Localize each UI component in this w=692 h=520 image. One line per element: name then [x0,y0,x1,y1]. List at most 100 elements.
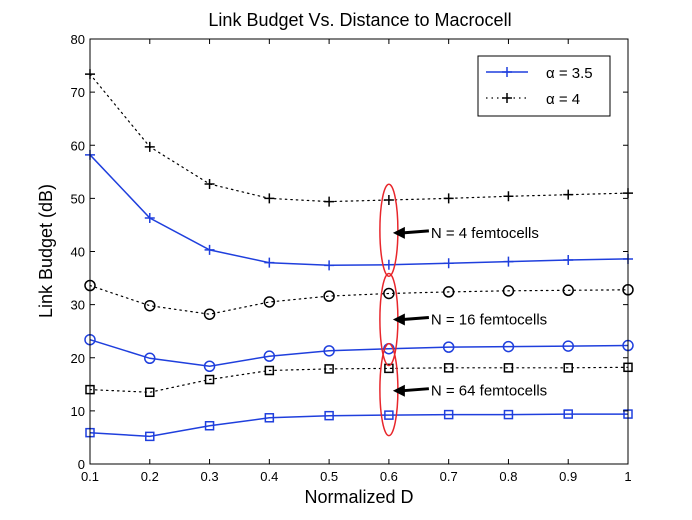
data-point-plus [204,179,215,190]
x-tick-label: 0.6 [380,469,398,484]
data-point-square [324,410,334,421]
annotation-arrow-shaft [402,229,430,235]
x-tick-label: 1 [624,469,631,484]
series-5 [85,362,633,398]
series-3 [84,279,634,320]
data-point-square [563,409,573,419]
annotation-label: N = 64 femtocells [431,383,547,400]
data-point-plus [383,194,394,205]
x-tick-label: 0.8 [499,469,517,484]
plot-area [84,69,634,442]
annotation-arrow-head [392,384,405,397]
data-point-circle [502,340,515,353]
x-tick-label: 0.3 [201,469,219,484]
data-point-plus [503,256,514,267]
x-tick-label: 0.4 [260,469,278,484]
data-point-circle [323,290,335,302]
data-point-square [204,421,215,431]
data-point-square [384,363,394,374]
annotation-arrow-shaft [402,316,430,321]
annotation-arrow-head [392,313,405,326]
data-point-square [443,409,454,420]
data-point-plus [324,260,335,271]
data-point-plus [443,193,454,204]
data-point-circle [263,296,276,308]
series-1 [85,69,633,207]
data-point-circle [144,352,156,365]
data-point-square [324,364,334,374]
x-tick-label: 0.9 [559,469,577,484]
y-tick-label: 0 [78,457,85,472]
legend-box [477,55,611,117]
data-point-circle [442,286,455,298]
data-point-circle [562,340,574,352]
y-axis-label: Link Budget (dB) [36,184,56,318]
highlight-ellipse [379,183,399,277]
data-point-square [503,363,514,373]
chart-title: Link Budget Vs. Distance to Macrocell [208,10,511,30]
data-point-square [384,410,394,420]
x-tick-label: 0.5 [320,469,338,484]
y-tick-label: 80 [71,32,85,47]
x-axis-label: Normalized D [304,487,413,507]
data-point-square [204,374,215,385]
data-point-circle [144,299,156,312]
data-point-plus [563,189,574,200]
legend-label-alpha-3-5: α = 3.5 [546,65,593,82]
data-point-circle [203,360,216,372]
series-line [89,154,629,267]
data-point-square [563,363,573,373]
legend: α = 3.5 α = 4 [477,55,611,117]
data-point-plus [264,257,275,268]
data-point-plus [144,141,155,152]
y-tick-label: 10 [71,404,85,419]
legend-marker-alpha-4 [502,93,512,103]
series-2 [84,333,634,372]
data-point-plus [144,213,155,224]
data-point-circle [442,341,455,353]
data-point-circle [502,285,515,297]
series-0 [85,149,633,271]
data-point-plus [383,259,394,270]
data-point-plus [503,191,514,202]
data-point-circle [203,308,216,320]
legend-marker-alpha-3-5 [502,67,512,77]
y-tick-label: 70 [71,85,85,100]
data-point-plus [324,196,335,207]
data-point-square [145,387,155,398]
data-point-square [264,413,275,423]
data-point-plus [204,244,215,255]
data-point-circle [562,284,574,297]
series-line [89,284,629,315]
annotation-label: N = 4 femtocells [431,225,539,242]
data-point-circle [263,350,276,362]
series-line [89,413,628,438]
series-4 [85,409,633,442]
annotations: N = 4 femtocells N = 16 femtocells N = 64 … [379,183,547,437]
x-tick-label: 0.1 [81,469,99,484]
data-point-circle [383,287,395,300]
y-tick-label: 30 [71,298,85,313]
legend-label-alpha-4: α = 4 [546,91,580,108]
annotation-arrow-shaft [402,387,430,393]
series-line [89,366,629,393]
data-point-plus [264,193,275,204]
series-line [89,73,629,203]
x-tick-label: 0.2 [141,469,159,484]
y-tick-label: 60 [71,138,85,153]
series-line [89,338,629,368]
y-axis-ticks: 0 10 20 30 40 50 60 70 80 [71,32,628,472]
y-tick-label: 50 [71,191,85,206]
y-tick-label: 40 [71,245,85,260]
annotation-label: N = 16 femtocells [431,312,547,329]
data-point-plus [563,255,574,265]
x-tick-label: 0.7 [440,469,458,484]
data-point-plus [443,258,454,269]
x-axis-ticks: 0.1 0.2 0.3 0.4 0.5 0.6 0.7 0.8 0.9 1 [81,39,632,484]
data-point-circle [323,345,335,357]
y-tick-label: 20 [71,351,85,366]
data-point-square [264,365,275,376]
data-point-square [145,431,155,442]
data-point-square [503,409,514,420]
